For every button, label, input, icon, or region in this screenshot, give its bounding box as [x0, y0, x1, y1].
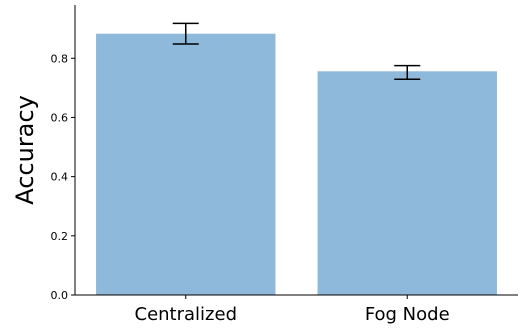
y-tick-label: 0.4: [51, 171, 69, 184]
x-tick-label: Fog Node: [365, 304, 450, 325]
error-bars-layer: [172, 22, 421, 81]
y-ticks-layer: 0.0 0.2 0.4 0.6 0.8: [51, 52, 75, 302]
bar-fog-node: [317, 71, 497, 296]
bars-layer: [96, 33, 497, 296]
y-tick-label: 0.8: [51, 52, 69, 65]
x-tick-label: Centralized: [135, 304, 238, 325]
bar-centralized: [96, 33, 276, 296]
axes-layer: [74, 5, 518, 296]
x-ticks-layer: Centralized Fog Node: [135, 295, 450, 325]
y-tick-label: 0.0: [51, 289, 69, 302]
y-tick-label: 0.6: [51, 111, 69, 124]
y-axis-title: Accuracy: [11, 95, 39, 205]
y-tick-label: 0.2: [51, 230, 69, 243]
